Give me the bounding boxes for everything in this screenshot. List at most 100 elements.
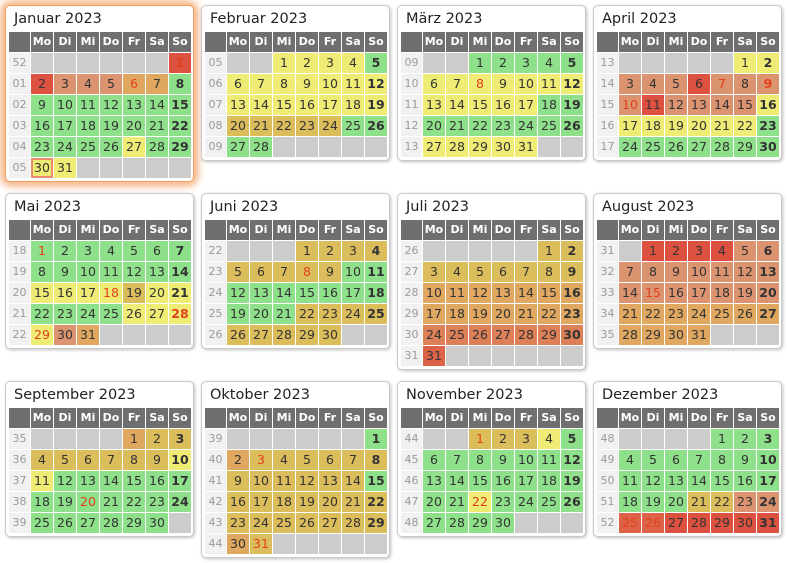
- day-cell[interactable]: 30: [734, 513, 756, 533]
- day-cell[interactable]: 22: [123, 492, 145, 512]
- day-cell[interactable]: 9: [561, 262, 583, 282]
- day-cell[interactable]: 9: [227, 471, 249, 491]
- day-cell[interactable]: 29: [538, 325, 560, 345]
- day-cell[interactable]: 16: [561, 283, 583, 303]
- day-cell[interactable]: 17: [54, 116, 76, 136]
- day-cell[interactable]: 12: [561, 74, 583, 94]
- day-cell[interactable]: 17: [169, 471, 191, 491]
- day-cell[interactable]: 10: [54, 95, 76, 115]
- day-cell[interactable]: 24: [77, 304, 99, 324]
- day-cell[interactable]: 20: [492, 304, 514, 324]
- day-cell[interactable]: 23: [146, 492, 168, 512]
- day-cell[interactable]: 3: [250, 450, 272, 470]
- day-cell[interactable]: 3: [169, 429, 191, 449]
- day-cell[interactable]: 20: [423, 116, 445, 136]
- day-cell[interactable]: 22: [734, 116, 756, 136]
- day-cell[interactable]: 19: [469, 304, 491, 324]
- day-cell[interactable]: 25: [100, 304, 122, 324]
- day-cell[interactable]: 7: [250, 74, 272, 94]
- day-cell[interactable]: 21: [515, 304, 537, 324]
- day-cell[interactable]: 18: [342, 95, 364, 115]
- day-cell[interactable]: 23: [492, 116, 514, 136]
- day-cell[interactable]: 28: [711, 137, 733, 157]
- day-cell[interactable]: 21: [446, 492, 468, 512]
- day-cell[interactable]: 15: [469, 471, 491, 491]
- day-cell[interactable]: 28: [169, 304, 191, 324]
- day-cell[interactable]: 23: [734, 492, 756, 512]
- day-cell[interactable]: 2: [757, 53, 779, 73]
- day-cell[interactable]: 7: [100, 450, 122, 470]
- day-cell[interactable]: 16: [757, 95, 779, 115]
- day-cell[interactable]: 26: [365, 116, 387, 136]
- day-cell[interactable]: 15: [642, 283, 664, 303]
- day-cell[interactable]: 12: [296, 471, 318, 491]
- day-cell[interactable]: 6: [250, 262, 272, 282]
- day-cell[interactable]: 6: [319, 450, 341, 470]
- day-cell[interactable]: 9: [296, 74, 318, 94]
- day-cell[interactable]: 18: [273, 492, 295, 512]
- day-cell[interactable]: 28: [619, 325, 641, 345]
- day-cell[interactable]: 18: [711, 283, 733, 303]
- day-cell[interactable]: 29: [642, 325, 664, 345]
- day-cell[interactable]: 25: [619, 513, 641, 533]
- day-cell[interactable]: 5: [561, 429, 583, 449]
- day-cell[interactable]: 10: [757, 450, 779, 470]
- day-cell[interactable]: 8: [734, 74, 756, 94]
- day-cell[interactable]: 11: [538, 74, 560, 94]
- day-cell[interactable]: 24: [423, 325, 445, 345]
- day-cell[interactable]: 14: [100, 471, 122, 491]
- day-cell[interactable]: 15: [31, 283, 53, 303]
- day-cell[interactable]: 27: [250, 325, 272, 345]
- day-cell[interactable]: 2: [227, 450, 249, 470]
- day-cell[interactable]: 25: [342, 116, 364, 136]
- day-cell[interactable]: 18: [100, 283, 122, 303]
- day-cell[interactable]: 8: [642, 262, 664, 282]
- day-cell[interactable]: 9: [734, 450, 756, 470]
- day-cell[interactable]: 3: [757, 429, 779, 449]
- day-cell[interactable]: 22: [273, 116, 295, 136]
- day-cell[interactable]: 22: [469, 492, 491, 512]
- day-cell[interactable]: 22: [169, 116, 191, 136]
- day-cell[interactable]: 3: [319, 53, 341, 73]
- day-cell[interactable]: 25: [273, 513, 295, 533]
- day-cell[interactable]: 19: [665, 116, 687, 136]
- day-cell[interactable]: 8: [123, 450, 145, 470]
- day-cell[interactable]: 26: [561, 116, 583, 136]
- day-cell[interactable]: 23: [757, 116, 779, 136]
- day-cell[interactable]: 25: [538, 116, 560, 136]
- day-cell[interactable]: 23: [319, 304, 341, 324]
- day-cell[interactable]: 11: [642, 95, 664, 115]
- day-cell[interactable]: 29: [169, 137, 191, 157]
- day-cell[interactable]: 26: [734, 304, 756, 324]
- day-cell[interactable]: 20: [250, 304, 272, 324]
- day-cell[interactable]: 5: [469, 262, 491, 282]
- day-cell[interactable]: 17: [757, 471, 779, 491]
- day-cell[interactable]: 26: [561, 492, 583, 512]
- day-cell[interactable]: 10: [319, 74, 341, 94]
- day-cell[interactable]: 14: [515, 283, 537, 303]
- day-cell[interactable]: 3: [515, 429, 537, 449]
- day-cell[interactable]: 27: [77, 513, 99, 533]
- day-cell[interactable]: 20: [77, 492, 99, 512]
- day-cell[interactable]: 27: [146, 304, 168, 324]
- day-cell[interactable]: 14: [273, 283, 295, 303]
- day-cell[interactable]: 28: [342, 513, 364, 533]
- day-cell[interactable]: 18: [642, 116, 664, 136]
- day-cell[interactable]: 5: [296, 450, 318, 470]
- day-cell[interactable]: 1: [296, 241, 318, 261]
- day-cell[interactable]: 9: [757, 74, 779, 94]
- day-cell[interactable]: 11: [273, 471, 295, 491]
- day-cell[interactable]: 15: [296, 283, 318, 303]
- day-cell[interactable]: 27: [757, 304, 779, 324]
- day-cell[interactable]: 14: [146, 95, 168, 115]
- day-cell[interactable]: 31: [423, 346, 445, 366]
- day-cell[interactable]: 30: [492, 513, 514, 533]
- day-cell[interactable]: 21: [250, 116, 272, 136]
- day-cell[interactable]: 29: [469, 137, 491, 157]
- day-cell[interactable]: 30: [319, 325, 341, 345]
- day-cell[interactable]: 13: [492, 283, 514, 303]
- day-cell[interactable]: 16: [227, 492, 249, 512]
- day-cell[interactable]: 19: [296, 492, 318, 512]
- day-cell[interactable]: 11: [446, 283, 468, 303]
- day-cell[interactable]: 1: [469, 429, 491, 449]
